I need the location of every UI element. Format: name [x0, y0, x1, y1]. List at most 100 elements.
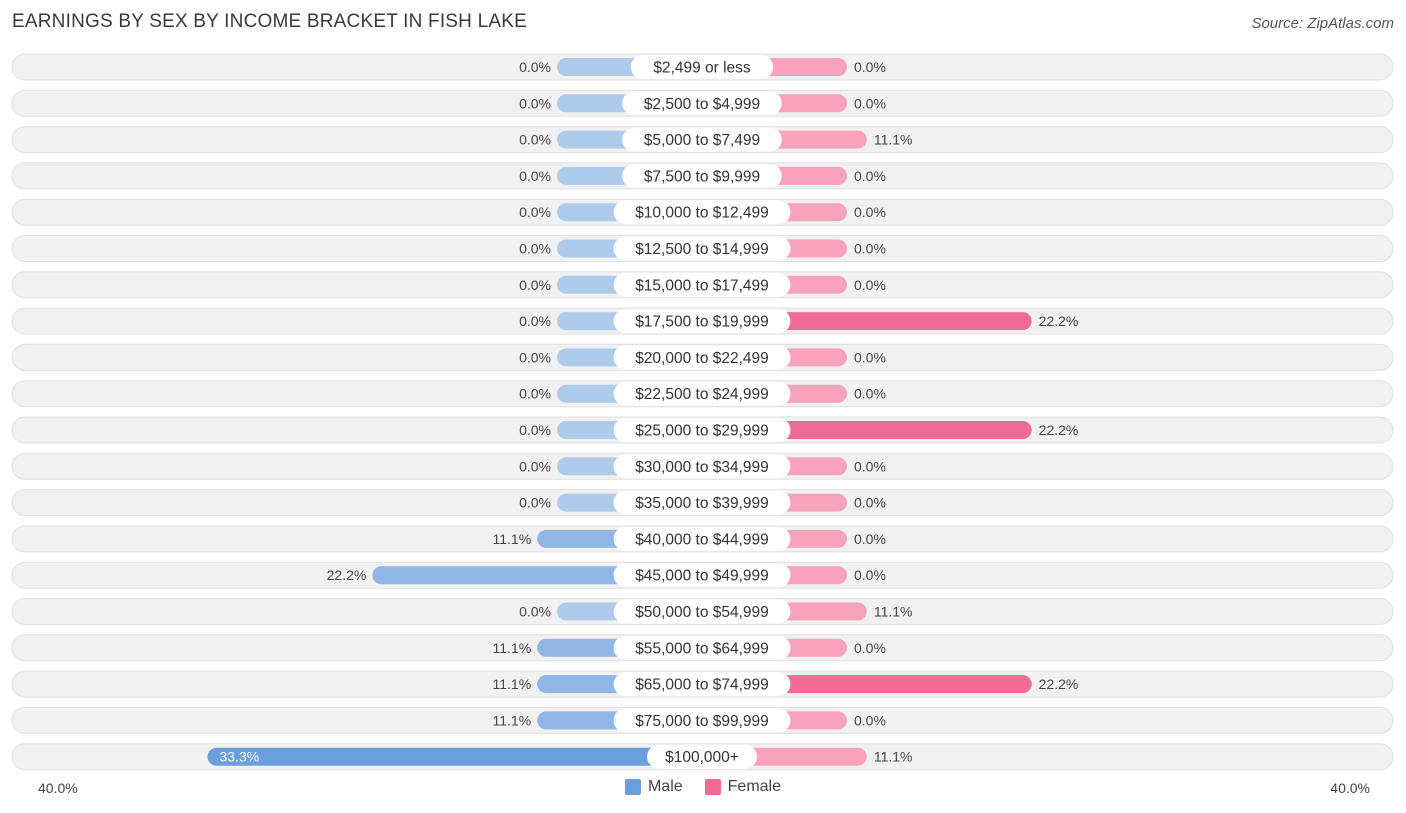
- category-label: $2,499 or less: [653, 60, 751, 77]
- category-label-bg: [613, 599, 791, 624]
- value-label-male: 11.1%: [492, 712, 531, 728]
- category-label: $7,500 to $9,999: [644, 168, 760, 185]
- bar-row: $10,000 to $12,499 0.0% 0.0%: [11, 198, 1394, 226]
- bar-row: $12,500 to $14,999 0.0% 0.0%: [11, 235, 1394, 262]
- value-label-female: 11.1%: [874, 749, 913, 765]
- category-label: $35,000 to $39,999: [635, 495, 769, 512]
- category-label: $5,000 to $7,499: [644, 132, 760, 149]
- value-label-female: 0.0%: [854, 277, 886, 293]
- axis-right-label: 40.0%: [1330, 780, 1370, 796]
- legend-item-male[interactable]: Male: [624, 778, 683, 796]
- category-label: $55,000 to $64,999: [635, 640, 769, 657]
- value-label-female: 0.0%: [854, 241, 886, 257]
- category-label-bg: [622, 163, 782, 188]
- category-label-bg: [613, 272, 791, 297]
- bar-row: $25,000 to $29,999 0.0% 22.2%: [11, 416, 1394, 444]
- bar-row: $17,500 to $19,999 0.0% 22.2%: [11, 307, 1394, 335]
- legend-swatch-female: [704, 779, 721, 795]
- value-label-female: 11.1%: [874, 604, 913, 620]
- value-label-male: 0.0%: [519, 204, 551, 220]
- category-label: $75,000 to $99,999: [635, 713, 769, 730]
- bar-row: $50,000 to $54,999 0.0% 11.1%: [11, 598, 1394, 625]
- category-label: $2,500 to $4,999: [644, 96, 760, 113]
- value-label-female: 0.0%: [854, 567, 886, 583]
- bar-row: $100,000+ 33.3% 11.1%: [11, 743, 1394, 771]
- axis-left-label: 40.0%: [38, 780, 78, 796]
- bar-row: $2,500 to $4,999 0.0% 0.0%: [11, 89, 1394, 117]
- value-label-male: 0.0%: [519, 59, 551, 75]
- source-label: Source: ZipAtlas.com: [1251, 15, 1394, 32]
- value-label-male: 0.0%: [519, 132, 551, 148]
- value-label-female: 0.0%: [854, 204, 886, 220]
- value-label-female: 11.1%: [874, 132, 913, 148]
- value-label-male: 11.1%: [492, 676, 531, 692]
- value-label-female: 22.2%: [1039, 422, 1079, 438]
- category-label: $12,500 to $14,999: [635, 241, 769, 258]
- category-label-bg: [622, 91, 782, 116]
- legend-label-female: Female: [727, 778, 782, 795]
- value-label-male: 0.0%: [519, 495, 551, 511]
- value-label-female: 0.0%: [854, 495, 886, 511]
- bar-row: $2,499 or less 0.0% 0.0%: [11, 53, 1394, 81]
- value-label-male: 0.0%: [519, 349, 551, 365]
- category-label-bg: [630, 55, 774, 79]
- value-label-female: 22.2%: [1039, 313, 1079, 329]
- category-label: $22,500 to $24,999: [635, 386, 769, 403]
- category-label-bg: [613, 345, 791, 370]
- value-label-male: 0.0%: [519, 313, 551, 329]
- value-label-male: 0.0%: [519, 386, 551, 402]
- value-label-female: 0.0%: [854, 531, 886, 547]
- value-label-male: 0.0%: [519, 458, 551, 474]
- category-label-bg: [613, 454, 791, 479]
- value-label-female: 0.0%: [854, 349, 886, 365]
- category-label: $25,000 to $29,999: [635, 423, 769, 440]
- value-label-female: 0.0%: [854, 59, 886, 75]
- legend-swatch-male: [624, 779, 641, 795]
- category-label-bg: [613, 236, 791, 261]
- category-label-bg: [613, 418, 791, 442]
- legend: Male Female: [0, 778, 1406, 796]
- category-label-bg: [613, 563, 791, 588]
- category-label-bg: [613, 309, 791, 334]
- bar-row: $30,000 to $34,999 0.0% 0.0%: [11, 452, 1394, 480]
- value-label-male: 0.0%: [519, 277, 551, 293]
- value-label-male: 0.0%: [519, 95, 551, 111]
- chart-title: EARNINGS BY SEX BY INCOME BRACKET IN FIS…: [12, 11, 527, 32]
- bar-row: $5,000 to $7,499 0.0% 11.1%: [11, 126, 1394, 154]
- category-label-bg: [613, 635, 791, 660]
- category-label: $15,000 to $17,499: [635, 277, 769, 294]
- category-label-bg: [613, 526, 791, 551]
- bar-row: $65,000 to $74,999 11.1% 22.2%: [11, 670, 1394, 698]
- category-label-bg: [647, 744, 757, 769]
- legend-item-female[interactable]: Female: [704, 778, 782, 796]
- bar-row: $75,000 to $99,999 11.1% 0.0%: [11, 706, 1394, 734]
- value-label-male: 0.0%: [519, 422, 551, 438]
- bar-male: [207, 747, 702, 766]
- bar-row: $45,000 to $49,999 22.2% 0.0%: [11, 561, 1394, 589]
- legend-label-male: Male: [647, 778, 683, 795]
- category-label-bg: [613, 381, 791, 406]
- category-label: $50,000 to $54,999: [635, 604, 769, 621]
- value-label-male: 22.2%: [327, 567, 367, 583]
- category-label: $17,500 to $19,999: [635, 314, 769, 331]
- bar-row: $55,000 to $64,999 11.1% 0.0%: [11, 634, 1394, 662]
- value-label-female: 0.0%: [854, 168, 886, 184]
- value-label-female: 0.0%: [854, 640, 886, 656]
- value-label-male: 11.1%: [492, 640, 531, 656]
- value-label-male: 0.0%: [519, 168, 551, 184]
- value-label-female: 0.0%: [854, 386, 886, 402]
- category-label-bg: [622, 127, 782, 152]
- category-label: $45,000 to $49,999: [635, 568, 769, 585]
- category-label-bg: [613, 200, 791, 225]
- value-label-male: 11.1%: [492, 531, 531, 547]
- value-label-female: 22.2%: [1039, 676, 1079, 692]
- bar-row: $20,000 to $22,499 0.0% 0.0%: [11, 343, 1394, 371]
- value-label-male: 33.3%: [219, 749, 259, 765]
- category-label: $20,000 to $22,499: [635, 350, 769, 367]
- category-label-bg: [613, 672, 791, 697]
- chart: $2,499 or less 0.0% 0.0% $2,500 to $4,999 0.…: [11, 53, 1394, 771]
- category-label: $10,000 to $12,499: [635, 205, 769, 222]
- bar-row: $40,000 to $44,999 11.1% 0.0%: [11, 525, 1394, 553]
- category-label: $100,000+: [665, 749, 739, 766]
- value-label-female: 0.0%: [854, 458, 886, 474]
